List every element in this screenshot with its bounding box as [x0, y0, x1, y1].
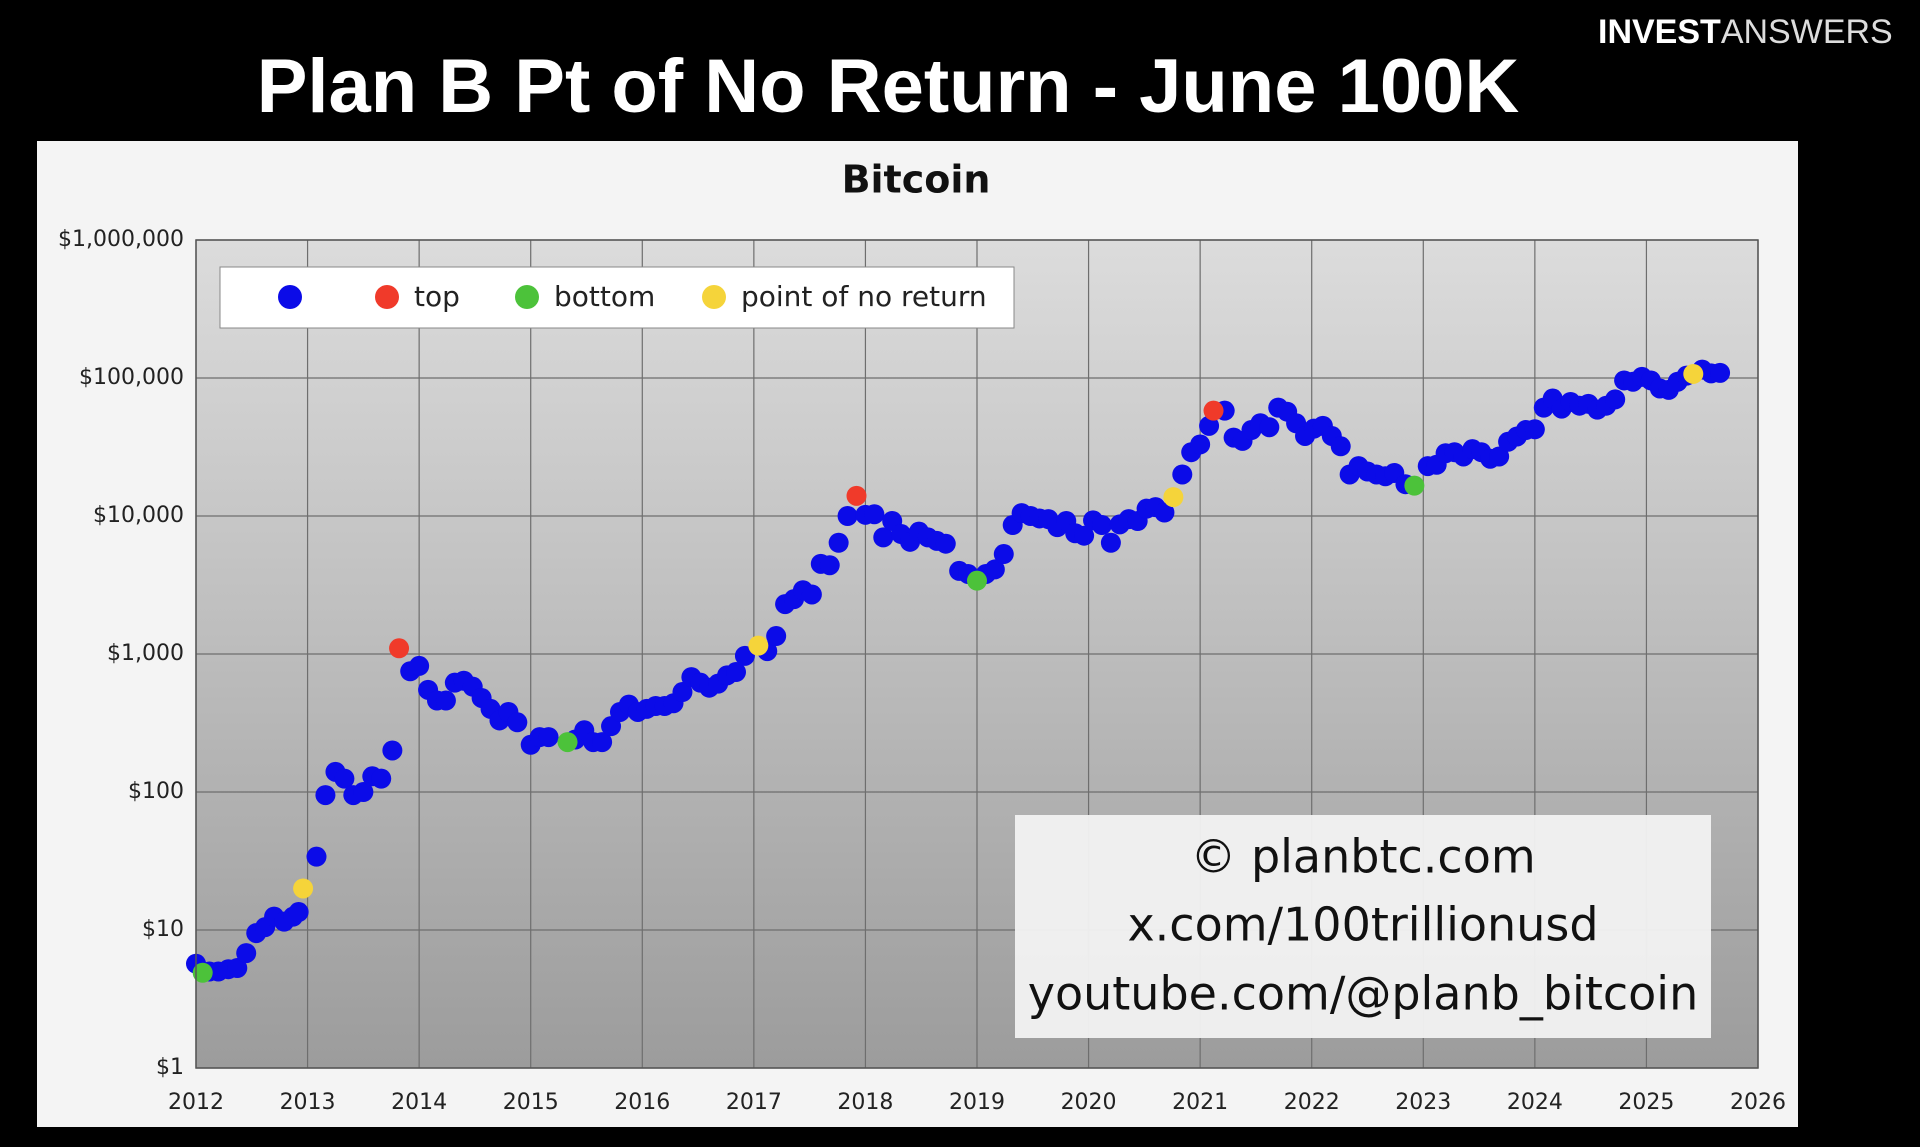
point	[1259, 417, 1280, 438]
points	[186, 359, 1731, 983]
point	[1605, 389, 1626, 410]
point	[846, 485, 867, 506]
point	[1710, 362, 1731, 383]
point	[819, 555, 840, 576]
x-tick-label: 2025	[1618, 1090, 1674, 1115]
watermark-line: x.com/100trillionusd	[1127, 898, 1598, 952]
point	[1404, 475, 1425, 496]
point	[1683, 363, 1704, 384]
point	[1163, 487, 1184, 508]
y-tick-label: $100,000	[79, 365, 184, 390]
brand-bold: INVEST	[1598, 13, 1721, 51]
x-tick-label: 2022	[1284, 1090, 1340, 1115]
legend-label: point of no return	[741, 280, 987, 313]
y-tick-label: $10,000	[93, 503, 184, 528]
point	[382, 740, 403, 761]
point	[837, 506, 858, 526]
watermark-line: youtube.com/@planb_bitcoin	[1028, 967, 1698, 1021]
point	[993, 544, 1014, 565]
point	[557, 732, 578, 753]
point	[801, 584, 822, 605]
legend-marker	[515, 285, 539, 309]
point	[1190, 434, 1211, 455]
point	[236, 943, 257, 964]
point	[538, 727, 559, 748]
point	[1172, 464, 1193, 485]
y-tick-label: $1	[156, 1055, 184, 1080]
point	[288, 902, 309, 923]
watermark-box	[1015, 815, 1711, 1038]
point	[507, 712, 528, 733]
point	[371, 768, 392, 789]
x-tick-label: 2012	[168, 1090, 224, 1115]
point	[672, 682, 693, 703]
x-tick-label: 2018	[837, 1090, 893, 1115]
legend: top bottom point of no return	[219, 266, 1015, 329]
point	[1524, 419, 1545, 440]
point	[389, 638, 410, 659]
x-tick-label: 2019	[949, 1090, 1005, 1115]
point	[828, 532, 849, 553]
point	[1199, 415, 1220, 436]
video-title: Plan B Pt of No Return - June 100K	[257, 44, 1520, 129]
point	[435, 690, 456, 711]
point	[293, 878, 314, 899]
point	[864, 504, 885, 525]
point	[726, 662, 747, 683]
legend-marker	[702, 285, 726, 309]
legend-box	[219, 266, 1015, 329]
x-tick-label: 2016	[614, 1090, 670, 1115]
brand-light: ANSWERS	[1721, 13, 1893, 51]
point	[353, 782, 374, 802]
legend-label: bottom	[554, 280, 655, 313]
x-tick-label: 2020	[1061, 1090, 1117, 1115]
x-tick-label: 2023	[1395, 1090, 1451, 1115]
y-tick-label: $1,000,000	[58, 227, 184, 252]
legend-marker	[278, 285, 302, 309]
point	[592, 732, 613, 753]
watermark: © planbtc.com x.com/100trillionusd youtu…	[1015, 815, 1711, 1038]
point	[1074, 525, 1095, 546]
point	[935, 533, 956, 554]
point	[1203, 400, 1224, 421]
point	[315, 785, 336, 806]
point	[227, 958, 248, 979]
x-tick-label: 2021	[1172, 1090, 1228, 1115]
y-tick-label: $100	[128, 779, 184, 804]
x-tick-label: 2013	[280, 1090, 336, 1115]
x-tick-label: 2024	[1507, 1090, 1563, 1115]
y-tick-label: $10	[142, 917, 184, 942]
point	[766, 626, 787, 647]
plot-border	[195, 239, 1759, 1069]
x-tick-label: 2014	[391, 1090, 447, 1115]
watermark-line: © planbtc.com	[1190, 830, 1535, 884]
x-tick-label: 2026	[1730, 1090, 1786, 1115]
point	[873, 527, 894, 548]
point	[192, 962, 213, 983]
x-tick-label: 2015	[503, 1090, 559, 1115]
brand: INVESTANSWERS	[1598, 13, 1893, 51]
x-tick-label: 2017	[726, 1090, 782, 1115]
y-tick-label: $1,000	[107, 641, 184, 666]
point	[984, 559, 1005, 580]
point	[1330, 436, 1351, 457]
point	[1100, 532, 1121, 553]
point	[334, 768, 355, 789]
legend-label: top	[414, 280, 460, 313]
point	[306, 846, 327, 867]
point	[748, 635, 769, 656]
point	[409, 655, 430, 676]
point	[1154, 502, 1175, 523]
point	[967, 570, 987, 591]
point	[1091, 515, 1112, 536]
chart-title: Bitcoin	[842, 158, 991, 202]
point	[1489, 446, 1510, 467]
legend-marker	[375, 285, 399, 309]
